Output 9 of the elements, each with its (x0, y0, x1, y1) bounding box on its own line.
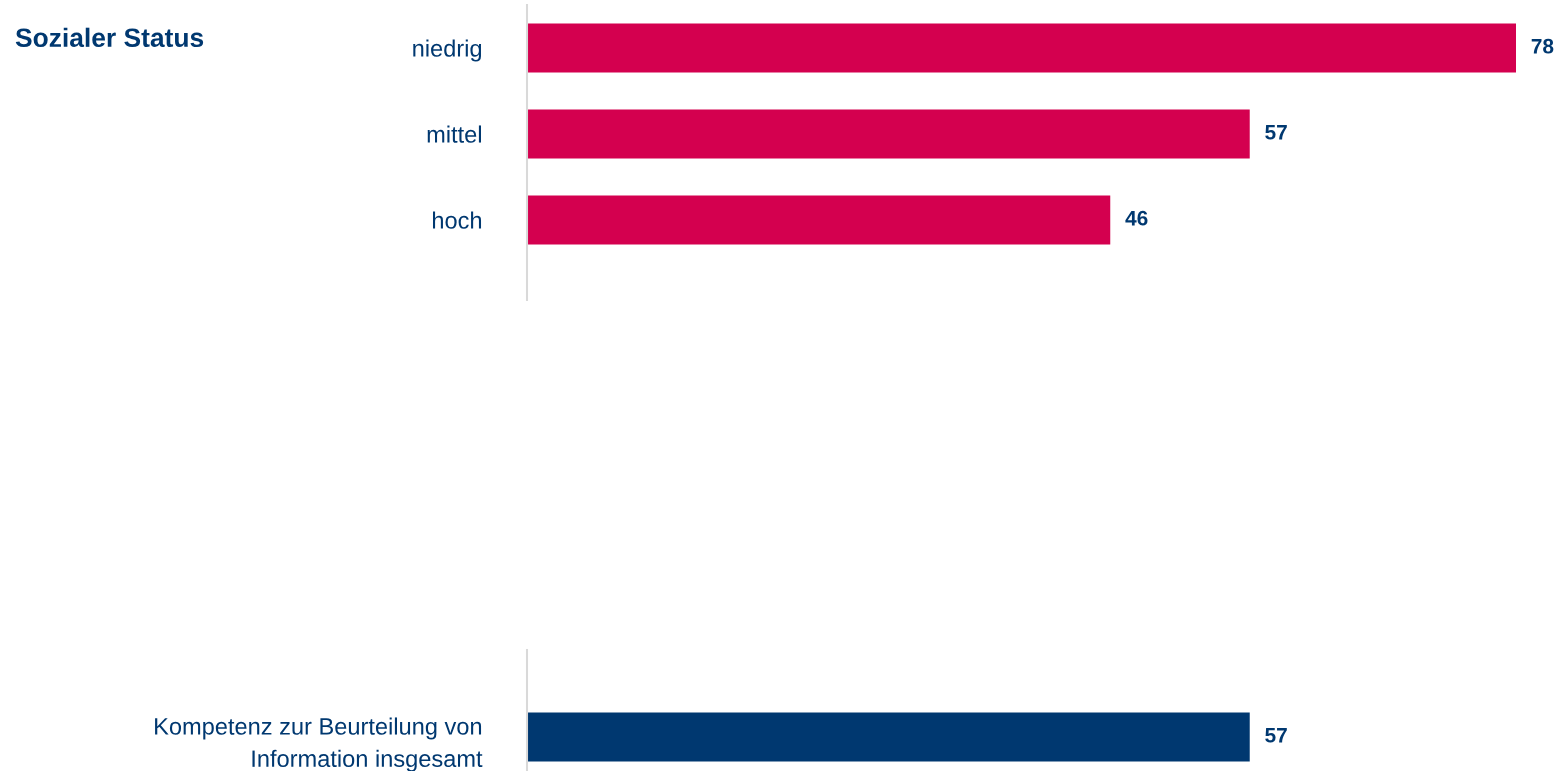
data-label: 46 (1125, 210, 1148, 226)
data-label: 57 (1265, 728, 1287, 743)
y-tick-label: hoch (433, 211, 482, 229)
data-label: 57 (1265, 125, 1287, 140)
data-label: 78 (1531, 38, 1554, 54)
y-tick-label: mittel (427, 125, 481, 143)
y-axis-title: Sozialer Status (15, 27, 204, 48)
y-tick-label: Kompetenz zur Beurteilung von Information insgesamt (155, 717, 483, 771)
y-tick-label: niedrig (413, 39, 482, 62)
